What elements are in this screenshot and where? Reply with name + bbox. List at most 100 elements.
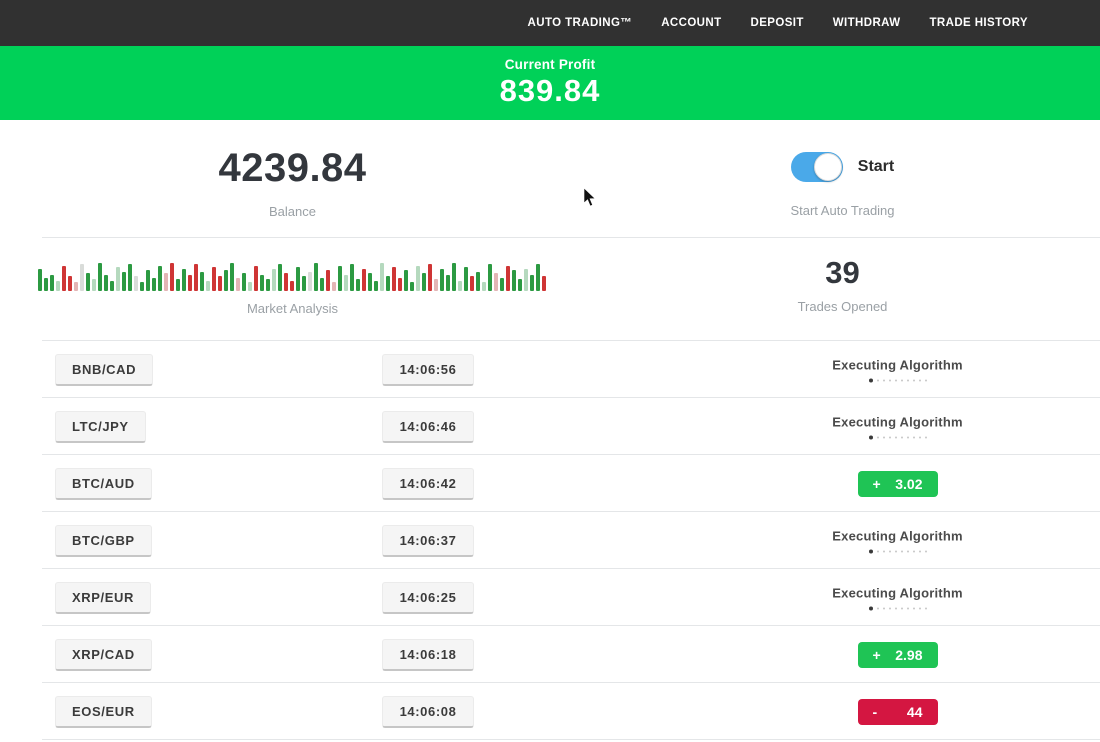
trade-status: Executing Algorithm [790,357,1005,382]
candle-bar [349,264,354,291]
candle-bar [67,276,72,291]
candle-bar [73,282,78,291]
candle-bar [271,268,276,291]
time-badge: 14:06:08 [382,695,474,728]
candle-bar [457,280,462,291]
candle-bar [385,276,390,291]
current-profit-value: 839.84 [499,73,601,108]
candle-bar [469,276,474,291]
loading-dots [790,606,1005,610]
candle-bar [163,273,168,291]
candle-bar [361,268,366,291]
candle-bar [115,267,120,291]
candle-bar [343,274,348,291]
candle-bar [211,267,216,291]
toggle-sublabel: Start Auto Trading [790,203,895,218]
candle-bar [541,276,546,291]
auto-trading-toggle[interactable] [790,152,843,182]
time-badge: 14:06:18 [382,638,474,671]
candle-bar [157,265,162,291]
section-divider [42,340,1100,341]
candle-bar [217,276,222,291]
candle-bar [229,262,234,291]
pair-badge: BTC/GBP [55,524,152,557]
market-analysis-chart [37,261,548,291]
candle-bar [139,282,144,291]
candle-bar [55,280,60,291]
result-badge: + 3.02 [857,470,938,497]
candle-bar [43,277,48,291]
candle-bar [181,268,186,291]
time-badge: 14:06:25 [382,581,474,614]
executing-label: Executing Algorithm [832,414,963,429]
time-badge: 14:06:46 [382,410,474,443]
candle-bar [247,282,252,291]
time-badge: 14:06:56 [382,353,474,386]
nav-account[interactable]: ACCOUNT [661,17,722,29]
loading-dots [790,549,1005,553]
trade-row: BTC/GBP 14:06:37 Executing Algorithm [0,512,1100,569]
candle-bar [265,279,270,291]
loading-dots [790,435,1005,439]
candle-bar [475,271,480,291]
candle-bar [331,282,336,291]
candle-bar [535,264,540,291]
candle-bar [355,279,360,291]
candle-bar [253,265,258,291]
trades-opened-value: 39 [825,255,860,290]
candle-bar [451,262,456,291]
balance-section: 4239.84 Balance Start Start Auto Trading [0,120,1100,237]
trade-status: Executing Algorithm [790,528,1005,553]
result-badge: + 2.98 [857,641,938,668]
candle-bar [421,273,426,291]
section-divider [42,237,1100,238]
candle-bar [523,268,528,291]
candle-bar [223,270,228,291]
candle-bar [175,279,180,291]
candle-bar [511,270,516,291]
candle-bar [49,274,54,291]
market-section: Market Analysis 39 Trades Opened [0,238,1100,340]
nav-withdraw[interactable]: WITHDRAW [832,17,901,29]
trade-status: + 2.98 [790,641,1005,668]
candle-bar [517,279,522,291]
candle-bar [529,274,534,291]
pair-badge: BNB/CAD [55,353,154,386]
current-profit-label: Current Profit [504,57,596,72]
nav-trade-history[interactable]: TRADE HISTORY [929,17,1028,29]
candle-bar [145,270,150,291]
candle-bar [505,265,510,291]
candle-bar [463,267,468,291]
candle-bar [127,264,132,291]
nav-deposit[interactable]: DEPOSIT [750,17,804,29]
candle-bar [169,262,174,291]
result-sign: + [872,646,881,663]
pair-badge: EOS/EUR [55,695,152,728]
candle-bar [289,280,294,291]
candle-bar [277,264,282,291]
balance-value: 4239.84 [218,146,367,190]
result-sign: + [872,475,881,492]
pair-badge: BTC/AUD [55,467,152,500]
candle-bar [301,276,306,291]
candle-bar [493,273,498,291]
nav-auto-trading[interactable]: AUTO TRADING™ [527,17,633,29]
candle-bar [61,265,66,291]
candle-bar [133,276,138,291]
trade-row: XRP/CAD 14:06:18 + 2.98 [0,626,1100,683]
candle-bar [205,280,210,291]
pair-badge: LTC/JPY [55,410,146,443]
pair-badge: XRP/CAD [55,638,152,671]
trade-status: + 3.02 [790,470,1005,497]
trades-opened-label: Trades Opened [797,299,888,314]
candle-bar [241,273,246,291]
candle-bar [97,262,102,291]
trade-row: BTC/AUD 14:06:42 + 3.02 [0,455,1100,512]
candle-bar [295,267,300,291]
candle-bar [487,264,492,291]
candle-bar [235,277,240,291]
toggle-knob [813,153,842,181]
candle-bar [259,274,264,291]
candle-bar [439,268,444,291]
candle-bar [193,264,198,291]
